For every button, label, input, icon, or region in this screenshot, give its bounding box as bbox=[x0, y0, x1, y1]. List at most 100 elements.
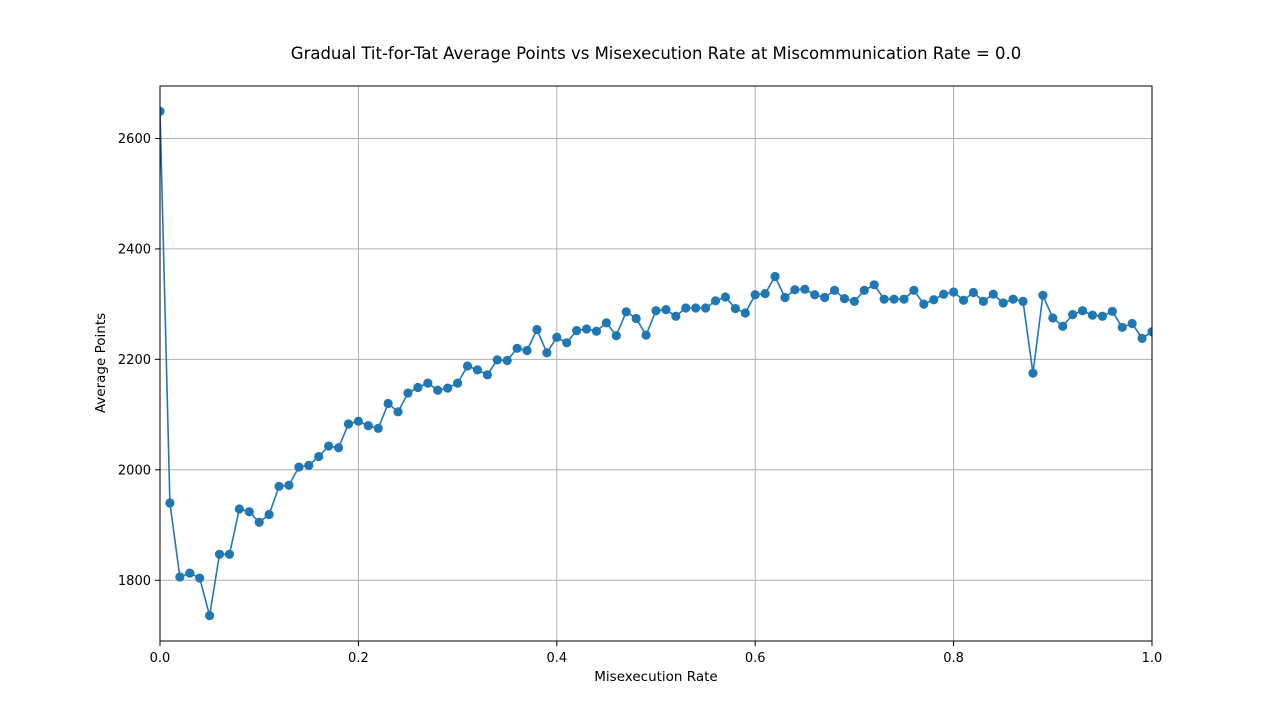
data-point bbox=[770, 271, 780, 282]
data-point bbox=[879, 294, 889, 304]
data-point bbox=[185, 568, 195, 578]
data-point bbox=[671, 311, 681, 321]
data-point bbox=[800, 284, 810, 294]
data-point bbox=[701, 303, 711, 313]
data-point bbox=[1097, 311, 1107, 321]
data-point bbox=[254, 517, 264, 527]
data-point bbox=[919, 299, 929, 309]
data-point bbox=[691, 303, 701, 313]
data-point bbox=[631, 313, 641, 324]
data-point bbox=[1147, 327, 1152, 337]
data-point bbox=[1028, 368, 1038, 378]
data-point bbox=[909, 285, 919, 295]
x-tick-label: 0.0 bbox=[150, 651, 171, 666]
data-point bbox=[423, 378, 433, 388]
data-point bbox=[611, 331, 621, 341]
data-point bbox=[373, 423, 383, 433]
y-axis: 1800 2000 2200 2400 2600 bbox=[118, 132, 160, 589]
data-point bbox=[472, 365, 483, 375]
data-point bbox=[1127, 318, 1137, 329]
data-point bbox=[849, 296, 860, 306]
x-tick-label: 0.8 bbox=[943, 651, 964, 666]
data-point bbox=[1008, 294, 1018, 304]
data-point bbox=[343, 419, 354, 429]
data-point bbox=[165, 498, 175, 508]
data-point bbox=[443, 383, 453, 393]
data-point bbox=[1107, 306, 1117, 316]
y-tick-label: 2600 bbox=[118, 132, 151, 147]
data-point bbox=[1117, 322, 1127, 332]
data-point bbox=[929, 295, 939, 305]
data-point bbox=[641, 330, 651, 340]
data-point bbox=[968, 287, 979, 298]
series-polyline bbox=[160, 111, 1152, 616]
data-point bbox=[1137, 333, 1147, 343]
data-point bbox=[333, 443, 344, 453]
data-point bbox=[1058, 321, 1068, 331]
data-point bbox=[284, 480, 294, 490]
data-point bbox=[790, 285, 800, 295]
data-point bbox=[195, 573, 205, 583]
data-point bbox=[433, 385, 443, 395]
data-point bbox=[552, 332, 562, 342]
data-point bbox=[403, 388, 413, 398]
data-point bbox=[304, 460, 314, 470]
y-tick-label: 2400 bbox=[118, 242, 151, 257]
data-point bbox=[353, 416, 363, 426]
data-point bbox=[939, 289, 949, 299]
data-point bbox=[829, 285, 840, 295]
data-point bbox=[869, 280, 879, 290]
data-point bbox=[730, 303, 740, 314]
data-point bbox=[1068, 310, 1078, 320]
grid-lines bbox=[159, 86, 1153, 641]
data-point bbox=[621, 307, 631, 317]
data-point bbox=[492, 355, 502, 365]
data-point bbox=[1087, 310, 1098, 320]
data-point bbox=[393, 407, 403, 417]
data-point bbox=[820, 292, 830, 303]
x-axis: 0.0 0.2 0.4 0.6 0.8 1.0 bbox=[150, 641, 1163, 666]
data-point bbox=[810, 290, 820, 300]
data-point bbox=[1077, 306, 1088, 316]
x-tick-label: 0.4 bbox=[546, 651, 567, 666]
data-point bbox=[522, 345, 532, 356]
data-point bbox=[978, 296, 988, 306]
x-tick-label: 1.0 bbox=[1142, 651, 1163, 666]
data-point bbox=[591, 326, 602, 336]
data-point bbox=[720, 292, 731, 302]
data-point bbox=[651, 306, 661, 316]
data-point bbox=[1038, 290, 1048, 300]
data-point bbox=[383, 398, 393, 409]
data-point bbox=[274, 481, 284, 491]
data-point bbox=[160, 106, 165, 117]
data-point bbox=[839, 294, 850, 304]
x-axis-label: Misexecution Rate bbox=[594, 669, 717, 685]
data-point bbox=[899, 294, 909, 304]
y-tick-label: 2200 bbox=[118, 353, 151, 368]
data-point bbox=[532, 324, 542, 335]
data-point bbox=[859, 285, 869, 295]
data-point bbox=[462, 361, 473, 371]
data-point bbox=[681, 303, 691, 313]
plot-frame bbox=[159, 85, 1153, 642]
data-point bbox=[661, 305, 671, 315]
data-point bbox=[512, 343, 522, 353]
x-tick-label: 0.2 bbox=[348, 651, 369, 666]
data-point bbox=[949, 287, 959, 297]
data-point bbox=[562, 338, 572, 348]
y-tick-label: 1800 bbox=[118, 574, 151, 589]
data-point bbox=[780, 292, 790, 303]
data-point bbox=[998, 298, 1008, 308]
data-point bbox=[542, 348, 552, 358]
data-point bbox=[988, 289, 998, 299]
data-point bbox=[363, 421, 373, 431]
data-point bbox=[760, 289, 770, 299]
data-point bbox=[889, 294, 899, 304]
data-point bbox=[175, 572, 185, 582]
data-point bbox=[453, 378, 463, 388]
data-point bbox=[234, 504, 244, 514]
data-point bbox=[958, 295, 969, 305]
data-point bbox=[750, 290, 760, 300]
data-point bbox=[314, 451, 324, 462]
